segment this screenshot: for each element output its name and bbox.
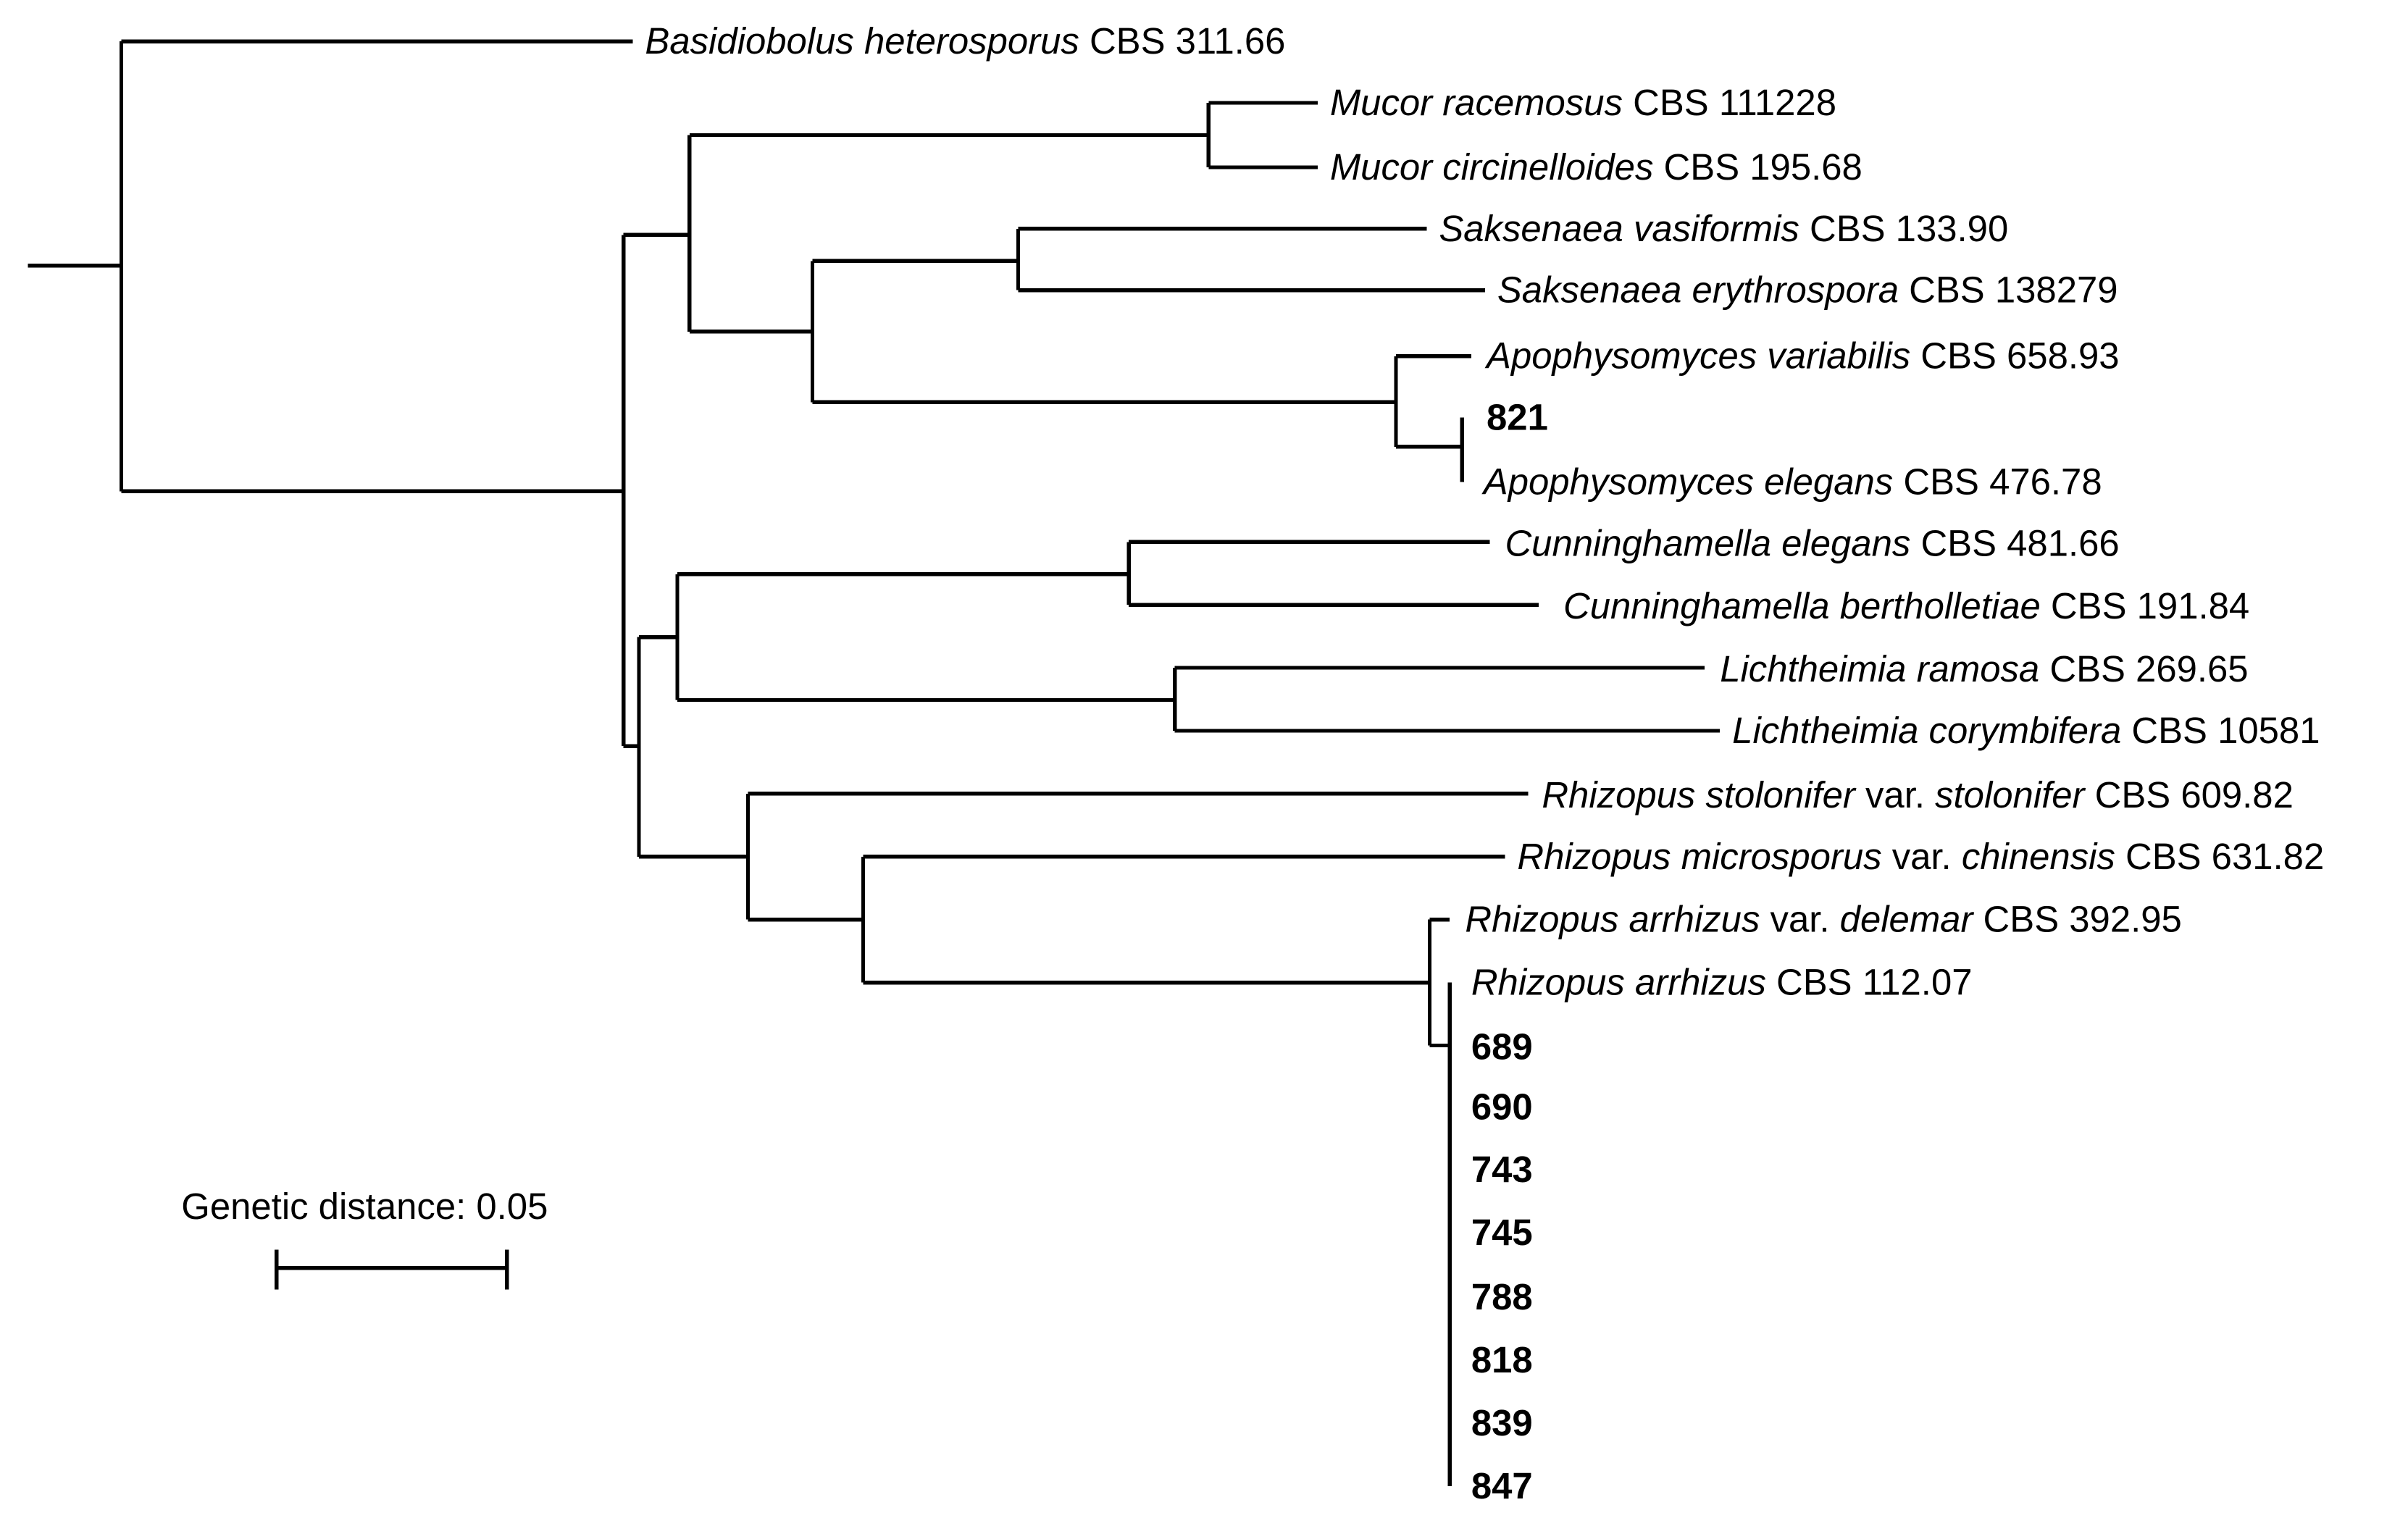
leaf-label-isolate-690: 690 — [1471, 1086, 1533, 1127]
scale-bar: Genetic distance: 0.05 — [181, 1186, 548, 1290]
leaf-label-isolate-847: 847 — [1471, 1465, 1533, 1506]
leaf-label-rhizopus-arrhizus: Rhizopus arrhizus CBS 112.07 — [1471, 962, 1973, 1003]
leaf-label-cunninghamella-elegans: Cunninghamella elegans CBS 481.66 — [1505, 522, 2119, 563]
leaf-label-rhizopus-microsporus: Rhizopus microsporus var. chinensis CBS … — [1517, 836, 2324, 877]
tree-branches — [28, 39, 1721, 1486]
leaf-label-lichtheimia-corymbifera: Lichtheimia corymbifera CBS 10581 — [1732, 710, 2320, 751]
leaf-label-mucor-racemosus: Mucor racemosus CBS 111228 — [1330, 82, 1836, 123]
leaf-label-isolate-839: 839 — [1471, 1402, 1533, 1443]
leaf-label-isolate-788: 788 — [1471, 1276, 1533, 1317]
leaf-label-isolate-745: 745 — [1471, 1212, 1533, 1253]
leaf-label-saksenaea-vasiformis: Saksenaea vasiformis CBS 133.90 — [1439, 208, 2008, 249]
leaf-label-rhizopus-stolonifer: Rhizopus stolonifer var. stolonifer CBS … — [1542, 774, 2294, 816]
leaf-label-mucor-circinelloides: Mucor circinelloides CBS 195.68 — [1330, 146, 1863, 188]
leaf-label-basidiobolus: Basidiobolus heterosporus CBS 311.66 — [645, 20, 1285, 62]
leaf-label-saksenaea-erythrospora: Saksenaea erythrospora CBS 138279 — [1497, 269, 2118, 311]
scale-bar-label: Genetic distance: 0.05 — [181, 1186, 548, 1227]
leaf-label-isolate-689: 689 — [1471, 1026, 1533, 1068]
leaf-label-cunninghamella-bertholletiae: Cunninghamella bertholletiae CBS 191.84 — [1563, 585, 2249, 626]
leaf-label-apophysomyces-variabilis: Apophysomyces variabilis CBS 658.93 — [1484, 335, 2120, 377]
leaf-label-isolate-743: 743 — [1471, 1149, 1533, 1190]
leaf-label-isolate-818: 818 — [1471, 1339, 1533, 1380]
leaf-label-isolate-821: 821 — [1487, 397, 1548, 438]
leaf-label-rhizopus-arrhizus-delemar: Rhizopus arrhizus var. delemar CBS 392.9… — [1465, 899, 2181, 940]
leaf-labels: Basidiobolus heterosporus CBS 311.66 Muco… — [645, 20, 2324, 1506]
leaf-label-lichtheimia-ramosa: Lichtheimia ramosa CBS 269.65 — [1720, 648, 2248, 689]
leaf-label-apophysomyces-elegans: Apophysomyces elegans CBS 476.78 — [1481, 461, 2102, 503]
